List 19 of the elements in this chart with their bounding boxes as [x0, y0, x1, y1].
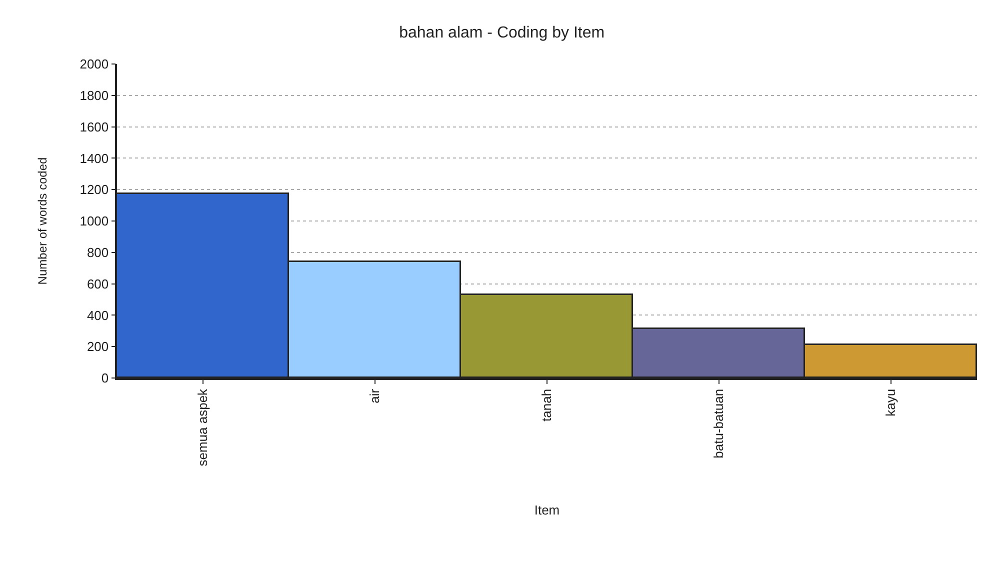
y-axis-title: Number of words coded: [36, 157, 50, 285]
y-tick-label: 2000: [80, 56, 109, 72]
x-tick-label: semua aspek: [195, 388, 210, 466]
y-tick-label: 0: [101, 370, 109, 386]
y-tick-label: 800: [86, 244, 109, 260]
y-tick-label: 1000: [80, 214, 109, 229]
y-tick-label: 1600: [80, 119, 109, 134]
y-tick-label: 1800: [80, 88, 109, 103]
y-tick-label: 200: [86, 339, 109, 354]
x-tick-label: batu-batuan: [711, 388, 726, 458]
chart-title: bahan alam - Coding by Item: [399, 24, 605, 42]
x-tick-label: kayu: [883, 388, 898, 416]
y-tick-label: 400: [86, 308, 109, 323]
x-axis-title: Item: [534, 502, 560, 518]
x-tick-label: air: [367, 388, 382, 404]
y-tick-label: 600: [86, 276, 109, 292]
y-tick-label: 1200: [80, 182, 109, 198]
x-tick-label: tanah: [539, 388, 554, 422]
y-tick-label: 1400: [80, 150, 109, 166]
